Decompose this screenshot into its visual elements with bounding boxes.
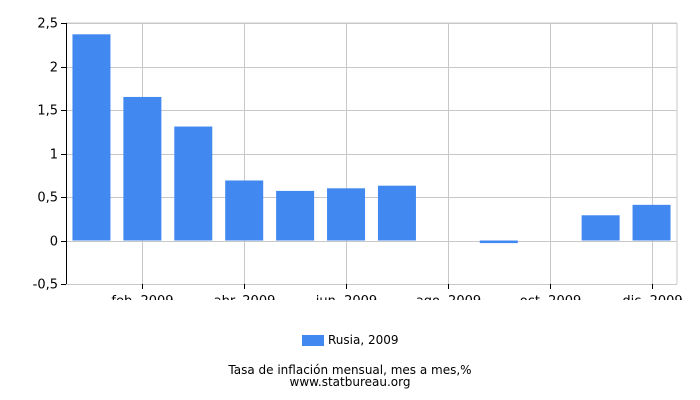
legend: Rusia, 2009 (302, 333, 399, 347)
y-tick-label: 2,5 (37, 17, 58, 32)
bar (479, 240, 518, 244)
x-tick-label: ago. 2009 (416, 294, 481, 300)
x-tick-label: feb. 2009 (111, 294, 173, 300)
bar (581, 215, 620, 241)
y-tick-label: 2 (50, 61, 58, 76)
x-tick-label: dic. 2009 (622, 294, 682, 300)
x-tick-label: abr. 2009 (214, 294, 276, 300)
bar-chart: 2,5 2 1,5 1 0,5 0 -0,5 feb. 2009 abr. 2009 jun. 2… (33, 17, 683, 301)
source-url: www.statbureau.org (289, 375, 411, 389)
bar (174, 126, 213, 241)
y-tick-label: 0,5 (37, 191, 58, 206)
y-tick-label: -0,5 (33, 278, 58, 293)
x-tick-label: jun. 2009 (315, 294, 377, 300)
bar (72, 34, 111, 241)
x-tick-label: oct. 2009 (520, 294, 582, 300)
bar (276, 190, 315, 241)
y-tick-label: 0 (50, 235, 58, 250)
bar (225, 180, 264, 241)
bar (123, 96, 162, 241)
bar (327, 188, 366, 241)
y-tick-label: 1 (50, 148, 58, 163)
legend-label: Rusia, 2009 (328, 333, 399, 347)
legend-swatch (302, 334, 324, 346)
bar (377, 185, 416, 241)
y-tick-label: 1,5 (37, 104, 58, 119)
chart-caption: Tasa de inflación mensual, mes a mes,% (228, 363, 472, 377)
bar (632, 204, 671, 241)
axes (61, 23, 653, 289)
grid-lines (66, 22, 678, 285)
tick-labels: 2,5 2 1,5 1 0,5 0 -0,5 feb. 2009 abr. 2009 jun. 2… (33, 17, 683, 301)
bars (72, 34, 671, 244)
